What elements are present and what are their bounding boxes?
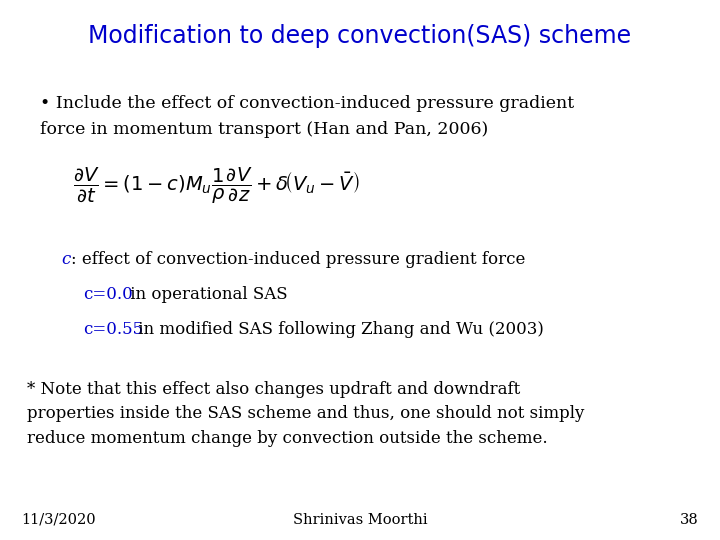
Text: * Note that this effect also changes updraft and downdraft
properties inside the: * Note that this effect also changes upd… [27, 381, 585, 447]
Text: force in momentum transport (Han and Pan, 2006): force in momentum transport (Han and Pan… [40, 122, 488, 138]
Text: c: c [61, 251, 71, 268]
Text: c=0.0: c=0.0 [83, 286, 132, 303]
Text: Modification to deep convection(SAS) scheme: Modification to deep convection(SAS) sch… [89, 24, 631, 48]
Text: 11/3/2020: 11/3/2020 [22, 512, 96, 526]
Text: in modified SAS following Zhang and Wu (2003): in modified SAS following Zhang and Wu (… [133, 321, 544, 338]
Text: : effect of convection-induced pressure gradient force: : effect of convection-induced pressure … [71, 251, 525, 268]
Text: $\dfrac{\partial V}{\partial t} = (1-c)M_u \dfrac{1}{\rho} \dfrac{\partial V}{\p: $\dfrac{\partial V}{\partial t} = (1-c)M… [73, 166, 359, 206]
Text: • Include the effect of convection-induced pressure gradient: • Include the effect of convection-induc… [40, 94, 574, 111]
Text: 38: 38 [680, 512, 698, 526]
Text: c=0.55: c=0.55 [83, 321, 143, 338]
Text: in operational SAS: in operational SAS [125, 286, 287, 303]
Text: Shrinivas Moorthi: Shrinivas Moorthi [293, 512, 427, 526]
